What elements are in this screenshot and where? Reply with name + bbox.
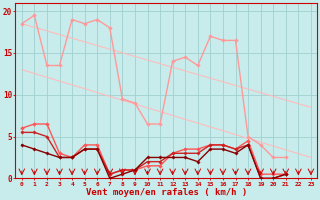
X-axis label: Vent moyen/en rafales ( km/h ): Vent moyen/en rafales ( km/h ) <box>86 188 247 197</box>
